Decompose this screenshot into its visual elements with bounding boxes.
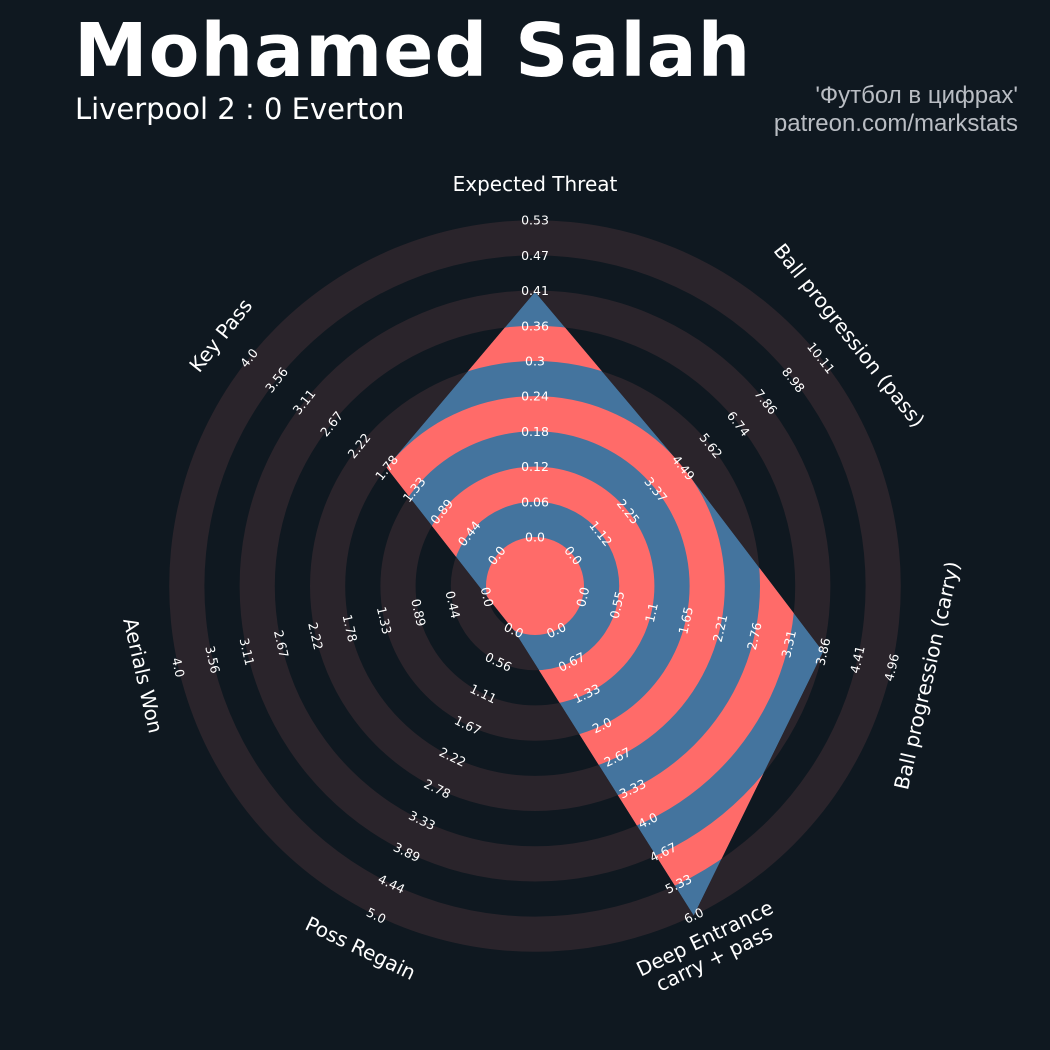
axis-label-line: Aerials Won bbox=[118, 615, 168, 735]
tick-label: 0.89 bbox=[408, 597, 429, 628]
tick-label: 0.0 bbox=[573, 585, 592, 608]
tick-label: 3.56 bbox=[202, 644, 223, 675]
tick-label: 0.12 bbox=[521, 459, 549, 474]
tick-label: 0.36 bbox=[521, 318, 549, 333]
tick-label: 2.76 bbox=[744, 621, 765, 652]
tick-label: 0.53 bbox=[521, 213, 549, 228]
tick-label: 2.22 bbox=[305, 621, 326, 651]
tick-label: 0.3 bbox=[525, 354, 545, 369]
tick-label: 0.0 bbox=[478, 586, 497, 609]
tick-label: 2.21 bbox=[710, 613, 731, 643]
match-subtitle: Liverpool 2 : 0 Everton bbox=[75, 92, 405, 126]
tick-label: 3.86 bbox=[813, 636, 834, 667]
tick-label: 1.1 bbox=[642, 601, 661, 624]
tick-label: 4.96 bbox=[881, 652, 902, 683]
player-name-title: Mohamed Salah bbox=[74, 8, 752, 94]
credit-line-2: patreon.com/markstats bbox=[773, 110, 1018, 137]
tick-label: 0.06 bbox=[521, 494, 549, 509]
tick-label: 3.11 bbox=[237, 636, 258, 666]
tick-label: 1.78 bbox=[340, 613, 361, 644]
tick-label: 3.31 bbox=[778, 629, 799, 659]
tick-label: 0.47 bbox=[521, 248, 549, 263]
tick-label: 0.0 bbox=[525, 530, 545, 545]
credit-line-1: 'Футбол в цифрах' bbox=[815, 82, 1018, 109]
tick-label: 1.33 bbox=[374, 605, 395, 635]
tick-label: 0.55 bbox=[607, 589, 628, 619]
tick-label: 0.44 bbox=[443, 589, 464, 620]
tick-label: 4.0 bbox=[169, 656, 188, 679]
tick-label: 2.67 bbox=[271, 629, 292, 659]
tick-label: 4.41 bbox=[847, 644, 868, 674]
axis-label-line: Expected Threat bbox=[453, 172, 618, 196]
axis-label: Expected Threat bbox=[453, 172, 618, 196]
axis-label: Aerials Won bbox=[118, 615, 168, 735]
tick-label: 0.41 bbox=[521, 283, 549, 298]
tick-label: 1.65 bbox=[675, 605, 696, 635]
tick-label: 0.18 bbox=[521, 424, 549, 439]
tick-label: 0.24 bbox=[521, 389, 549, 404]
radar-tick-labels: 0.0 0.06 0.12 0.18 0.24 0.3 0.36 0.41 0.47 0.53 0.… bbox=[169, 213, 902, 927]
player-center-disc bbox=[486, 537, 584, 635]
